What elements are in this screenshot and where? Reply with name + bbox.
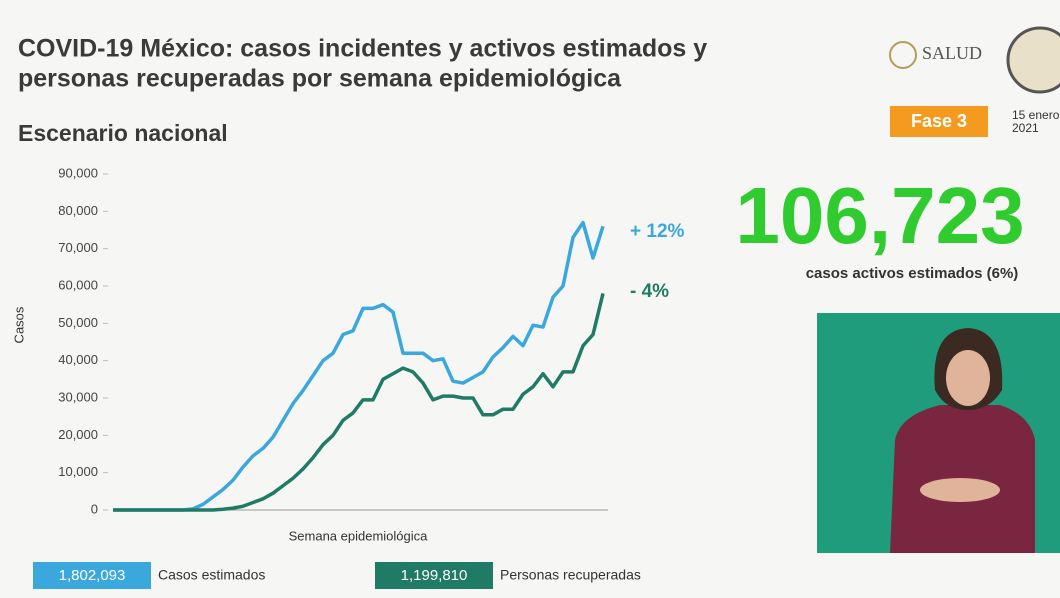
anniversary-logo (1006, 26, 1060, 94)
title-line: COVID-19 México: casos incidentes y acti… (18, 35, 707, 63)
y-tick-label: 90,000 (58, 165, 98, 180)
phase-badge (890, 106, 988, 137)
interpreter-hands (920, 478, 1000, 502)
subtitle: Escenario nacional (18, 120, 228, 146)
series-annotation: + 12% (630, 221, 685, 242)
date: 2021 (1012, 121, 1039, 135)
active-number: 106,723 (735, 171, 1024, 260)
y-axis-label: Casos (11, 306, 26, 343)
legend-label: Personas recuperadas (500, 567, 641, 583)
active-caption: casos activos estimados (6%) (806, 265, 1019, 282)
legend-total: 1,199,810 (401, 567, 468, 584)
y-tick-label: 40,000 (58, 352, 98, 367)
series-annotation: - 4% (630, 281, 669, 302)
line-chart: 0 10,000 20,000 30,000 40,000 50,000 60,000 70,… (11, 165, 685, 589)
y-tick-label: 10,000 (58, 464, 98, 479)
y-tick-label: 0 (91, 501, 98, 516)
legend-swatch (33, 562, 151, 589)
y-tick-label: 80,000 (58, 203, 98, 218)
y-tick-label: 50,000 (58, 315, 98, 330)
y-tick-label: 20,000 (58, 427, 98, 442)
y-tick-label: 30,000 (58, 389, 98, 404)
legend-total: 1,802,093 (59, 567, 126, 584)
legend-label: Casos estimados (158, 567, 265, 583)
y-tick-label: 70,000 (58, 240, 98, 255)
title-line: personas recuperadas por semana epidemio… (18, 65, 622, 93)
logo-text: SALUD (922, 43, 982, 63)
phase-text: Fase 3 (911, 111, 967, 131)
y-tick-label: 60,000 (58, 277, 98, 292)
series-line (113, 293, 605, 512)
series-line (113, 220, 605, 512)
legend-swatch (375, 562, 493, 589)
logo-emblem (889, 41, 917, 69)
video-feed (817, 313, 1060, 553)
interpreter-face (946, 350, 990, 406)
x-axis-label: Semana epidemiológica (289, 528, 429, 543)
date: 15 enero (1012, 108, 1060, 122)
